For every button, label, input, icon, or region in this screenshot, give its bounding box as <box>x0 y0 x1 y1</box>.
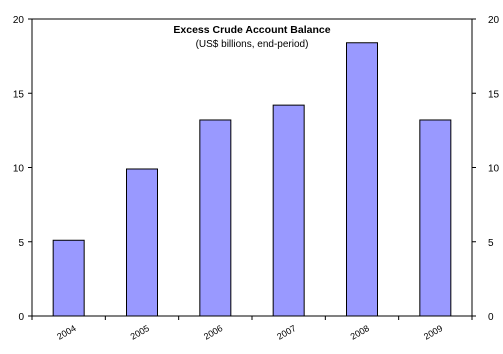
x-tick-label-2004: 2004 <box>55 323 77 342</box>
x-tick-label-2007: 2007 <box>275 323 297 342</box>
bar-2009 <box>419 119 452 317</box>
chart-title: Excess Crude Account Balance <box>173 24 330 36</box>
bar-2006 <box>199 119 232 317</box>
bar-2008 <box>346 42 378 317</box>
chart-subtitle: (US$ billions, end-period) <box>196 39 309 50</box>
axes-layer <box>28 18 476 320</box>
x-tick-label-2005: 2005 <box>129 323 151 342</box>
bars-layer <box>52 42 452 317</box>
y-tick-label-right: 5 <box>488 238 494 249</box>
bar-2004 <box>52 239 85 317</box>
x-tick-label-2006: 2006 <box>202 323 224 342</box>
y-tick-label-right: 15 <box>488 89 500 100</box>
bar-2005 <box>126 168 158 317</box>
y-tick-label-left: 0 <box>18 312 24 323</box>
y-tick-label-right: 10 <box>488 164 500 175</box>
bar-2007 <box>272 104 305 317</box>
y-tick-label-right: 0 <box>488 312 494 323</box>
x-tick-label-2009: 2009 <box>422 323 444 342</box>
y-tick-label-left: 5 <box>18 238 24 249</box>
y-tick-label-right: 20 <box>488 15 500 26</box>
plot-frame <box>31 18 473 317</box>
y-tick-label-left: 20 <box>13 15 25 26</box>
y-tick-label-left: 10 <box>13 164 25 175</box>
x-tick-label-2008: 2008 <box>349 323 371 342</box>
y-tick-label-left: 15 <box>13 89 25 100</box>
